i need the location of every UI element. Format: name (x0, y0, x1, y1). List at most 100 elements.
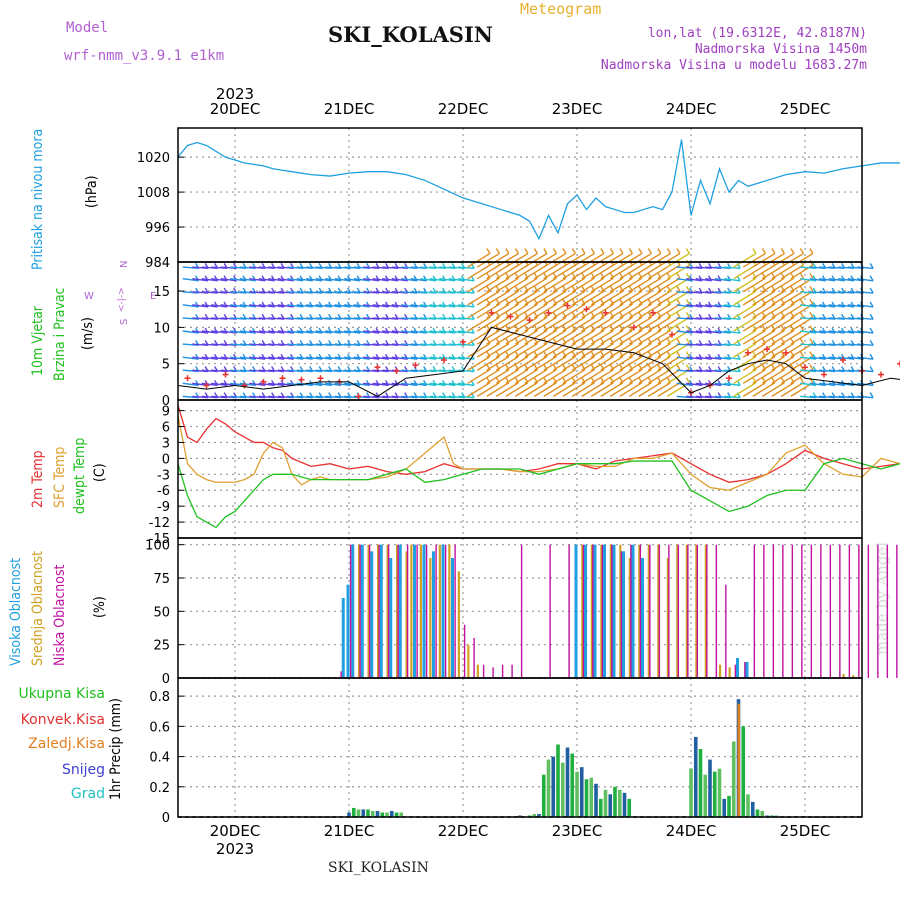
wind-barb (590, 342, 614, 358)
wind-barb (800, 291, 817, 294)
wind-barb (458, 278, 475, 282)
wind-barb (201, 330, 218, 334)
wind-barb (439, 266, 456, 270)
wind-barb (249, 382, 266, 387)
wind-barb (401, 343, 418, 347)
cloud-mid-bar (467, 644, 470, 678)
cloud-low-bar (639, 544, 642, 678)
wind-barb (752, 290, 776, 306)
wind-barb (363, 369, 380, 373)
x-tick-label-top: 25DEC (780, 100, 831, 118)
wind-barb (296, 343, 313, 347)
wind-barb (809, 343, 826, 347)
precip-bar (603, 789, 608, 817)
wind-barb (325, 291, 342, 294)
wind-barb (638, 316, 662, 332)
wind-barb-flag (799, 325, 805, 331)
wind-barb (363, 278, 380, 282)
y-tick-label: 0 (162, 672, 170, 687)
wind-barb (182, 291, 199, 294)
y-tick-label: 50 (153, 605, 170, 620)
meteogram-label: Meteogram (520, 0, 602, 18)
wind-barb (733, 316, 757, 332)
cloud-mid-bar (728, 667, 731, 678)
wind-barb-flag (676, 272, 681, 279)
wind-barb (495, 342, 519, 358)
wind-barb (771, 303, 795, 319)
wind-barb (733, 264, 757, 280)
wind-barb (562, 382, 586, 397)
cloud-mid-bar (628, 558, 631, 678)
wind-barb (334, 356, 351, 360)
wind-barb-flag (790, 248, 795, 254)
wind-barb (391, 317, 408, 320)
wind-barb (258, 356, 275, 360)
wind-barb (439, 278, 456, 282)
wind-barb (476, 303, 500, 319)
wind-barb (780, 329, 804, 345)
wind-barb (847, 317, 864, 320)
wind-barb-flag (676, 298, 681, 305)
wind-barb (476, 252, 500, 268)
wind-barb (819, 317, 836, 320)
wind-barb (657, 342, 681, 358)
precip-bar (698, 749, 703, 817)
wind-barb (495, 290, 519, 306)
wind-barb (809, 382, 826, 387)
wind-barb (733, 252, 757, 268)
wind-barb (382, 330, 399, 334)
wind-barb (306, 266, 323, 270)
wind-barb (790, 290, 814, 306)
wind-barb (372, 317, 389, 320)
wind-barb (600, 277, 624, 293)
wind-barb-flag (533, 248, 539, 254)
precip-legend-frozen: Zaledj.Kisa (28, 736, 105, 752)
wind-barb (287, 317, 304, 320)
wind-barb (486, 290, 510, 306)
cloud-low-bar (734, 664, 737, 678)
elevation-model-info: Nadmorska Visina u modelu 1683.27m (600, 58, 867, 73)
precip-bar (589, 777, 594, 817)
wind-barb (686, 317, 703, 320)
cloud-high-bar (603, 544, 606, 678)
wind-barb (847, 395, 864, 399)
wind-barb-flag (609, 248, 615, 254)
wind-barb (239, 356, 256, 360)
wind-barb (420, 343, 437, 347)
wind-barb (315, 382, 332, 387)
wind-barb (382, 317, 399, 320)
wind-barb (182, 266, 199, 270)
precip-bar (380, 812, 385, 817)
wind-barb (571, 264, 595, 280)
cloud-low-bar (677, 544, 680, 678)
cloud-low-bar (611, 544, 613, 678)
wind-barb (467, 290, 491, 306)
wind-barb (552, 382, 576, 397)
wind-barb (372, 369, 389, 373)
wind-barb (249, 304, 266, 308)
wind-barb (192, 304, 209, 308)
precip-bar (689, 768, 693, 817)
wind-barb (733, 382, 757, 397)
wind-barb (401, 395, 418, 399)
cloud-low-bar (620, 551, 623, 678)
precip-bar (769, 815, 774, 817)
wind-barb (742, 290, 766, 306)
wind-barb-flag (657, 248, 662, 254)
wind-barb (315, 278, 332, 282)
wind-barb (619, 290, 643, 306)
wind-barb (695, 356, 712, 360)
precip-bar (351, 807, 356, 817)
wind-barb-flag (685, 325, 691, 331)
wind-barb (514, 303, 538, 319)
wind-barb (600, 382, 624, 397)
cloud-low-bar (687, 544, 689, 678)
precip-bar (361, 809, 366, 817)
wind-barb (686, 356, 703, 360)
wind-barb (819, 266, 836, 270)
cloud-mid-bar (666, 558, 669, 678)
wind-barb (562, 264, 586, 280)
wind-barb (220, 291, 237, 294)
cloud-low-bar (696, 544, 699, 678)
wind-barb (742, 329, 766, 345)
